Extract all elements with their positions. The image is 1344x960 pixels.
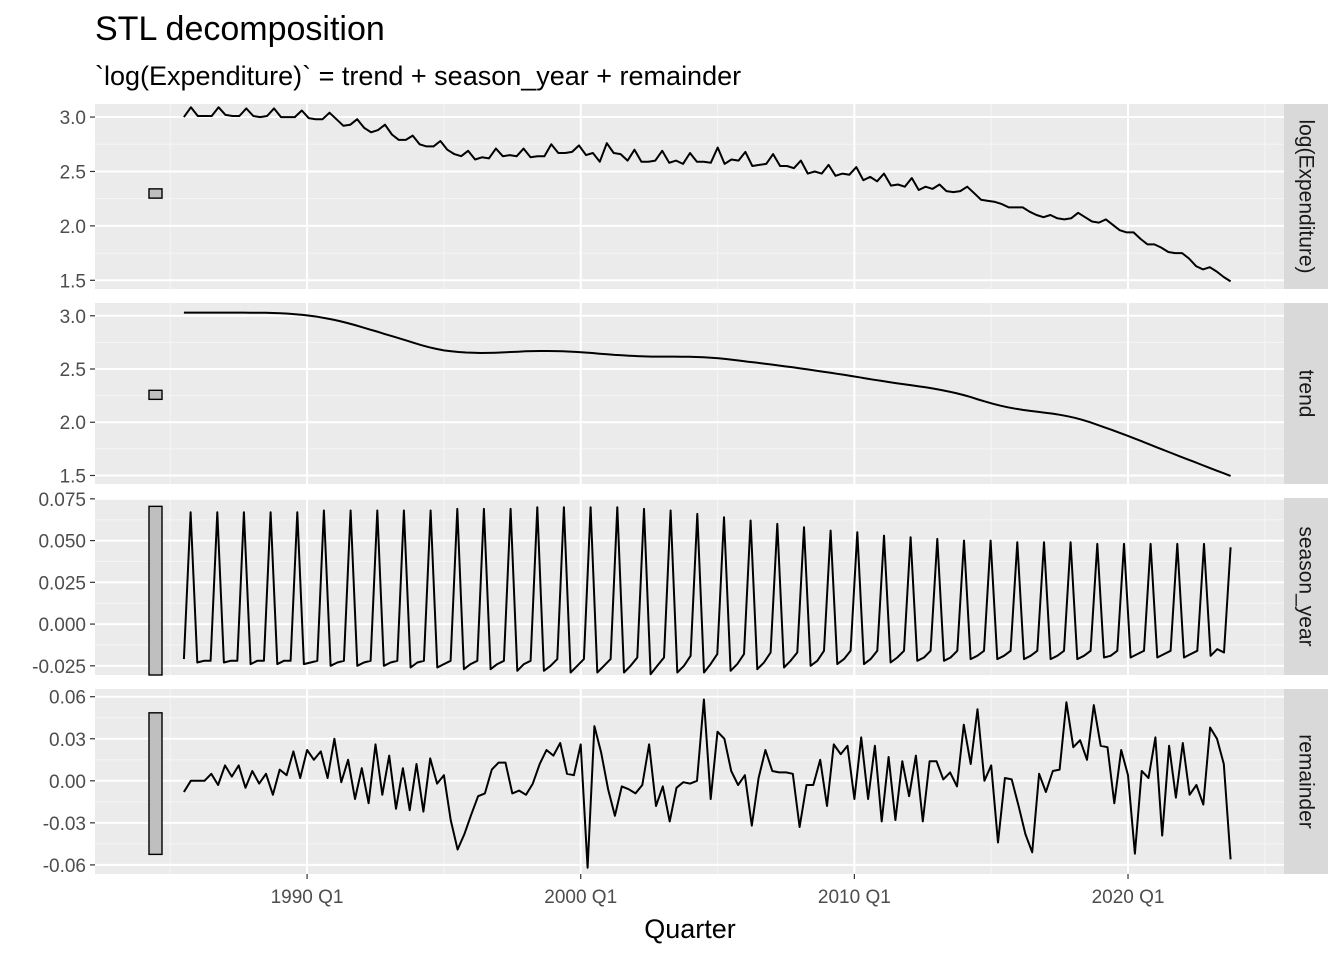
y-tick-label: 1.5	[60, 271, 86, 292]
y-tick-label: 2.5	[60, 360, 86, 381]
panel-3: -0.06 -0.03 0.00 0.03 0.06 remainder	[43, 688, 1328, 877]
panel-background	[95, 303, 1284, 484]
y-tick-label: 0.06	[49, 688, 86, 709]
x-tick-label: 2000 Q1	[544, 887, 617, 908]
scale-bar	[148, 188, 163, 199]
y-tick-label: 0.000	[38, 615, 86, 636]
x-tick-label: 2020 Q1	[1092, 887, 1165, 908]
x-axis-title: Quarter	[644, 914, 736, 944]
y-tick-label: -0.025	[32, 657, 86, 678]
chart-title: STL decomposition	[95, 10, 385, 48]
strip-label: trend	[1295, 370, 1318, 418]
x-axis: 1990 Q1 2000 Q1 2010 Q1 2020 Q1	[271, 874, 1165, 908]
series-line-log(Expenditure)	[183, 106, 1232, 283]
scale-bar	[148, 389, 163, 401]
panel-0: 1.5 2.0 2.5 3.0 log(Expenditure)	[60, 104, 1328, 292]
strip-label: log(Expenditure)	[1295, 119, 1318, 273]
y-tick-label: 0.050	[38, 532, 86, 553]
panel-1: 1.5 2.0 2.5 3.0 trend	[60, 303, 1328, 487]
strip-label: remainder	[1295, 734, 1318, 829]
scale-bar	[148, 505, 163, 676]
series-line-remainder	[183, 698, 1232, 869]
strip-label: season_year	[1295, 526, 1318, 646]
y-tick-label: 2.5	[60, 162, 86, 183]
y-tick-label: 1.5	[60, 466, 86, 487]
y-tick-label: 0.00	[49, 772, 86, 793]
x-tick-label: 1990 Q1	[271, 887, 344, 908]
panel-2: -0.025 0.000 0.025 0.050 0.075 season_year	[32, 490, 1328, 678]
panel-background	[95, 104, 1284, 289]
strip	[1284, 689, 1328, 874]
y-tick-label: 2.0	[60, 413, 86, 434]
panels: 1.5 2.0 2.5 3.0 log(Expenditure) 1.5 2.0 2.5 3.0…	[32, 104, 1328, 877]
series-line-trend	[183, 311, 1231, 477]
y-tick-label: 3.0	[60, 108, 86, 129]
strip	[1284, 303, 1328, 484]
y-tick-label: 2.0	[60, 217, 86, 238]
y-tick-label: 0.03	[49, 730, 86, 751]
y-tick-label: -0.03	[43, 814, 86, 835]
strip	[1284, 498, 1328, 675]
y-tick-label: 3.0	[60, 307, 86, 328]
x-tick-label: 2010 Q1	[818, 887, 891, 908]
scale-bar	[148, 712, 163, 856]
series-line-season_year	[182, 506, 1232, 676]
y-tick-label: -0.06	[43, 856, 86, 877]
y-tick-label: 0.025	[38, 573, 86, 594]
chart-subtitle: `log(Expenditure)` = trend + season_year…	[95, 61, 741, 91]
y-tick-label: 0.075	[38, 490, 86, 511]
strip	[1284, 104, 1328, 289]
